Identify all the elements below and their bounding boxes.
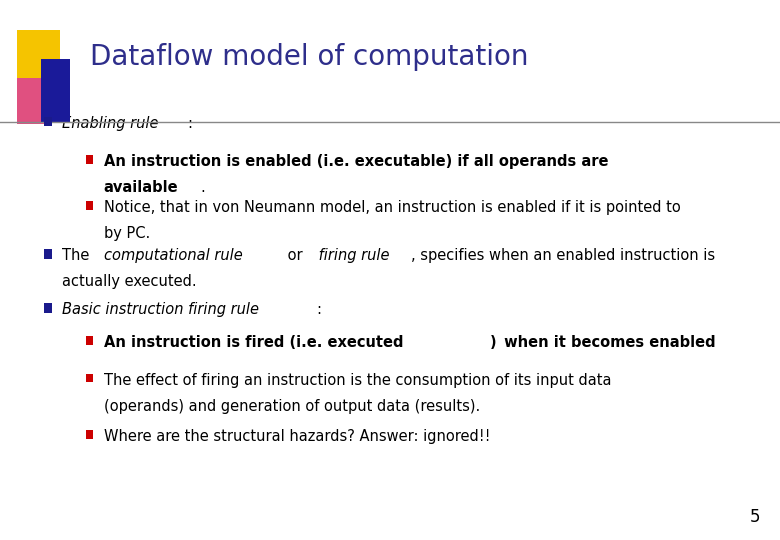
- Bar: [44, 249, 52, 259]
- Text: , specifies when an enabled instruction is: , specifies when an enabled instruction …: [411, 248, 715, 264]
- Text: 5: 5: [750, 509, 760, 526]
- Text: by PC.: by PC.: [104, 226, 150, 241]
- Text: Dataflow model of computation: Dataflow model of computation: [90, 43, 528, 71]
- Text: :: :: [187, 116, 192, 131]
- Text: firing rule: firing rule: [314, 248, 389, 264]
- Text: Notice, that in von Neumann model, an instruction is enabled if it is pointed to: Notice, that in von Neumann model, an in…: [104, 200, 680, 215]
- Text: The: The: [62, 248, 94, 264]
- Text: Where are the structural hazards? Answer: ignored!!: Where are the structural hazards? Answer…: [104, 429, 491, 444]
- Text: available: available: [104, 180, 179, 195]
- Text: An instruction is fired (i.e. executed: An instruction is fired (i.e. executed: [104, 335, 403, 350]
- Text: .: .: [200, 180, 205, 195]
- Text: actually executed.: actually executed.: [62, 274, 197, 289]
- Text: (operands) and generation of output data (results).: (operands) and generation of output data…: [104, 399, 480, 414]
- Text: .: .: [778, 335, 780, 350]
- Bar: [86, 374, 94, 382]
- Bar: [86, 201, 94, 210]
- Text: computational rule: computational rule: [104, 248, 243, 264]
- Bar: [44, 303, 52, 313]
- Text: An instruction is enabled (i.e. executable) if all operands are: An instruction is enabled (i.e. executab…: [104, 154, 608, 169]
- Text: The effect of firing an instruction is the consumption of its input data: The effect of firing an instruction is t…: [104, 373, 612, 388]
- Text: ): ): [490, 335, 497, 350]
- Bar: [17, 78, 50, 124]
- Bar: [86, 155, 94, 164]
- Bar: [17, 30, 60, 84]
- Bar: [86, 430, 94, 439]
- Text: or: or: [282, 248, 307, 264]
- Bar: [86, 336, 94, 345]
- Text: Enabling rule: Enabling rule: [62, 116, 159, 131]
- Bar: [44, 117, 52, 126]
- Bar: [41, 59, 70, 122]
- Text: Basic instruction firing rule: Basic instruction firing rule: [62, 302, 260, 318]
- Text: when it becomes enabled: when it becomes enabled: [498, 335, 715, 350]
- Text: :: :: [317, 302, 321, 318]
